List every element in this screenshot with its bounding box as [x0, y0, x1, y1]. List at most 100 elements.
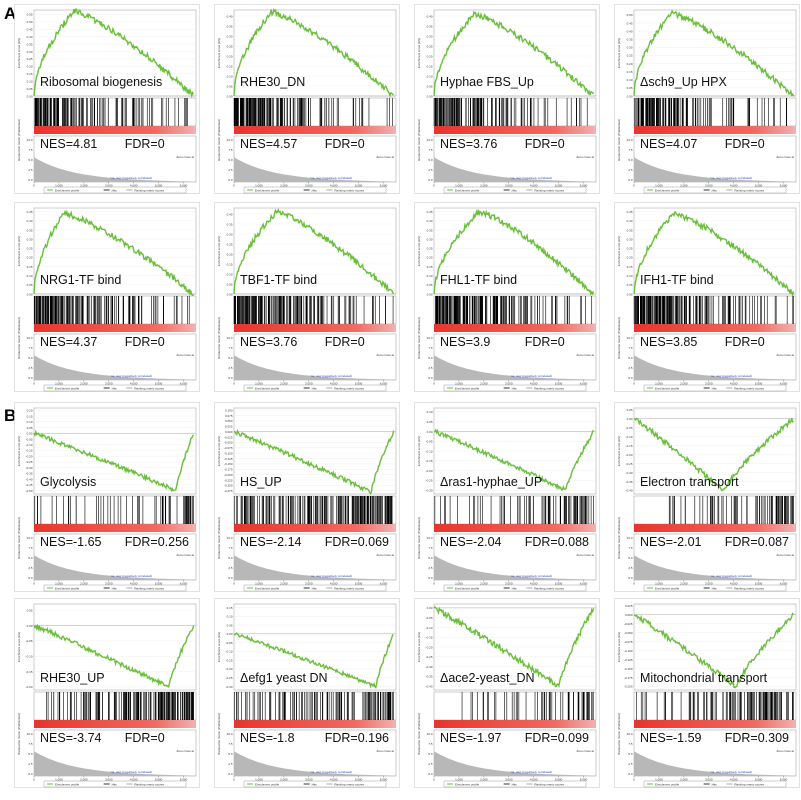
legend-hits-label: Hits: [312, 386, 318, 390]
es-tick-label: 0.05: [27, 87, 33, 91]
legend-profile-label: Enrichment profile: [255, 188, 280, 192]
legend-hits-label: Hits: [312, 188, 318, 192]
es-tick-label: -0.100: [624, 649, 633, 653]
ranked-list-color-bar: [34, 126, 196, 134]
x-tick-label: 2,000: [680, 184, 688, 188]
es-tick-label: -0.175: [224, 468, 233, 472]
es-tick-label: 0.20: [627, 256, 633, 260]
enrichment-profile-line: [633, 211, 795, 298]
x-tick-label: 6,000: [580, 184, 588, 188]
hits-frame: [433, 495, 597, 525]
x-tick-label: 2,000: [80, 184, 88, 188]
es-axis-label: Enrichment score (ES): [17, 236, 21, 266]
x-tick-label: 4,000: [730, 382, 738, 386]
negative-label: 'na_neg' (negatively correlated): [510, 770, 552, 774]
zero-cross-label: Zero cross at: [376, 553, 394, 557]
metric-tick-label: 5.0: [628, 356, 633, 360]
es-tick-label: -0.275: [224, 489, 233, 493]
es-tick-label: 0.05: [627, 408, 633, 412]
ranked-list-color-bar: [234, 720, 396, 728]
metric-axis-label: Ranked list metric (PreRanked): [417, 317, 421, 359]
legend-hits-label: Hits: [512, 782, 518, 786]
legend-ranking-label: Ranking metric scores: [534, 782, 564, 786]
metric-tick-label: 0.0: [28, 178, 33, 182]
x-tick-label: 0: [33, 582, 35, 586]
x-tick-label: 1,000: [255, 184, 263, 188]
es-tick-label: 0.30: [427, 237, 433, 241]
x-tick-label: 1,000: [455, 184, 463, 188]
ranked-list-color-bar: [634, 720, 796, 728]
es-tick-label: -0.05: [426, 616, 433, 620]
fdr-value: FDR=0: [725, 335, 765, 349]
x-tick-label: 3,000: [505, 382, 513, 386]
x-tick-label: 3,000: [705, 382, 713, 386]
es-axis-label: Enrichment score (ES): [17, 632, 21, 662]
legend-box: [43, 186, 187, 194]
gene-set-name: Glycolysis: [40, 475, 96, 489]
x-tick-label: 1,000: [655, 184, 663, 188]
x-tick-label: 3,000: [505, 184, 513, 188]
metric-tick-label: 10.0: [27, 138, 33, 142]
es-tick-label: 0.10: [427, 274, 433, 278]
x-tick-label: 6,000: [580, 582, 588, 586]
zero-cross-label: Zero cross at: [176, 155, 194, 159]
gsea-panel: 0.05 0.00 -0.05 -0.10 -0.15 -0.20 Enrichment s…: [14, 598, 200, 788]
es-tick-label: 0.25: [427, 44, 433, 48]
es-tick-label: -0.250: [224, 484, 233, 488]
gene-set-name: Ribosomal biogenesis: [40, 75, 162, 89]
x-tick-label: 5,000: [155, 382, 163, 386]
fdr-value: FDR=0.088: [525, 535, 589, 549]
x-tick-label: 3,000: [105, 382, 113, 386]
fdr-value: FDR=0: [325, 335, 365, 349]
metric-tick-label: 5.0: [428, 752, 433, 756]
es-tick-label: 0.05: [427, 420, 433, 424]
enrichment-profile-line: [33, 623, 195, 689]
x-tick-label: 1,000: [455, 778, 463, 782]
x-tick-label: 0: [633, 184, 635, 188]
x-tick-label: 1,000: [255, 582, 263, 586]
gsea-panel: 0.00 0.05 0.10 0.15 0.20 0.25 0.30 0.35 0.40 0.45…: [14, 202, 200, 392]
ranking-metric-area: [634, 555, 796, 580]
metric-tick-label: 2.5: [228, 762, 233, 766]
legend-box: [643, 584, 787, 592]
es-tick-label: 0.05: [427, 283, 433, 287]
es-tick-label: 0.05: [27, 426, 33, 430]
fdr-value: FDR=0: [325, 137, 365, 151]
ranked-list-color-bar: [234, 524, 396, 532]
es-axis-label: Enrichment score (ES): [217, 632, 221, 662]
es-tick-label: -0.125: [624, 658, 633, 662]
es-tick-label: 0.05: [627, 86, 633, 90]
x-tick-label: 2,000: [80, 382, 88, 386]
x-tick-label: 1,000: [55, 582, 63, 586]
metric-tick-label: 0.0: [428, 376, 433, 380]
x-tick-label: 6,000: [780, 184, 788, 188]
es-axis-label: Enrichment score (ES): [617, 632, 621, 662]
nes-value: NES=-2.01: [640, 535, 702, 549]
es-tick-label: 0.10: [227, 74, 233, 78]
es-tick-label: 0.05: [27, 283, 33, 287]
gsea-panel: 0.1000.0750.0500.0250.000-0.025-0.050-0.…: [214, 402, 400, 592]
es-axis-label: Enrichment score (ES): [17, 38, 21, 68]
es-plot-frame: [633, 207, 797, 295]
es-tick-label: 0.00: [627, 292, 633, 296]
es-tick-label: 0.075: [225, 414, 233, 418]
gsea-panel: 0.00 0.05 0.10 0.15 0.20 0.25 0.30 0.35 0.40 Enri…: [414, 4, 600, 194]
ranking-metric-area: [434, 157, 596, 182]
metric-axis-label: Ranked list metric (PreRanked): [617, 317, 621, 359]
legend-ranking-label: Ranking metric scores: [534, 386, 564, 390]
es-tick-label: -0.30: [226, 685, 233, 689]
es-plot-frame: [233, 207, 397, 295]
hits-frame: [433, 691, 597, 721]
x-tick-label: 0: [233, 184, 235, 188]
es-tick-label: -0.075: [624, 640, 633, 644]
metric-axis-label: Ranked list metric (PreRanked): [417, 517, 421, 559]
nes-value: NES=3.76: [240, 335, 297, 349]
nes-value: NES=4.37: [40, 335, 97, 349]
es-tick-label: 0.35: [627, 38, 633, 42]
hits-frame: [33, 495, 197, 525]
x-tick-label: 3,000: [305, 382, 313, 386]
x-tick-label: 4,000: [530, 184, 538, 188]
x-tick-label: 2,000: [680, 582, 688, 586]
x-tick-label: 4,000: [130, 382, 138, 386]
